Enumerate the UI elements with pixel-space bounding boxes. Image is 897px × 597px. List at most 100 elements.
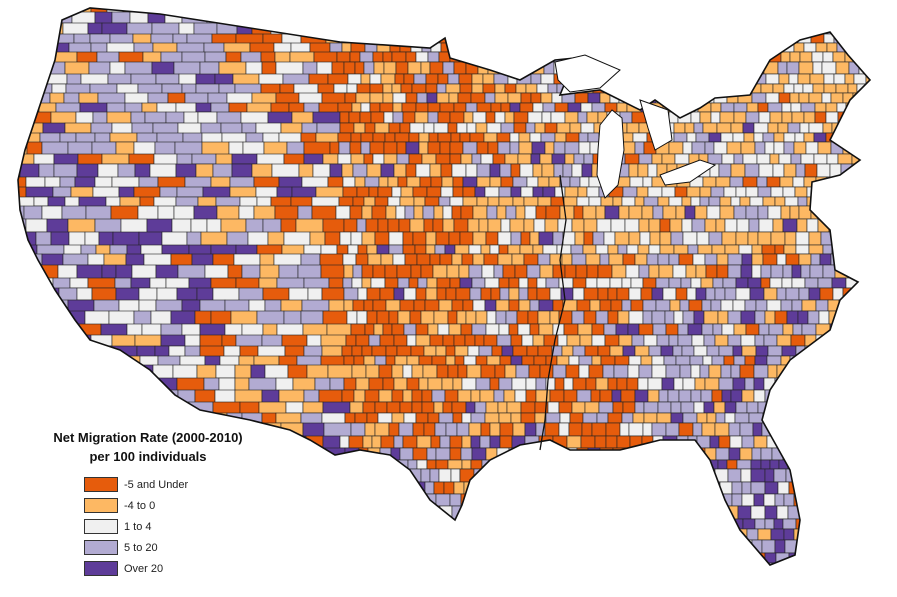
county-cell [493, 539, 507, 554]
county-cell [448, 231, 461, 246]
county-cell [798, 205, 812, 220]
county-cell [600, 355, 616, 366]
county-cell [218, 83, 236, 95]
county-cell [817, 141, 832, 155]
county-cell [392, 102, 403, 113]
county-cell [414, 244, 427, 255]
county-cell [347, 244, 359, 255]
county-cell [650, 552, 662, 564]
county-cell [415, 51, 429, 63]
county-cell [476, 196, 489, 207]
county-cell [410, 345, 425, 357]
county-cell [625, 562, 641, 565]
county-cell [39, 401, 68, 417]
county-cell [669, 42, 682, 53]
county-cell [880, 436, 890, 448]
county-cell [583, 231, 594, 246]
county-cell [668, 196, 683, 207]
county-cell [616, 435, 631, 449]
county-cell [600, 583, 610, 593]
county-cell [373, 573, 383, 583]
county-cell [724, 401, 737, 414]
county-cell [0, 232, 16, 246]
county-cell [369, 83, 384, 94]
county-cell [441, 377, 454, 391]
county-cell [18, 459, 28, 471]
county-cell [837, 389, 849, 403]
county-cell [815, 42, 828, 53]
county-cell [798, 468, 814, 483]
county-cell [209, 8, 227, 14]
county-cell [772, 218, 784, 233]
county-cell [434, 422, 447, 437]
county-cell [532, 102, 544, 113]
county-cell [642, 299, 657, 312]
county-cell [0, 423, 17, 439]
county-cell [429, 253, 441, 266]
county-cell [97, 92, 126, 105]
county-cell [616, 377, 628, 391]
county-cell [302, 8, 327, 13]
county-cell [875, 123, 885, 133]
county-cell [694, 73, 709, 85]
county-cell [472, 111, 487, 124]
county-cell [792, 176, 805, 188]
county-cell [487, 468, 503, 483]
county-cell [368, 377, 384, 391]
county-cell [815, 196, 830, 207]
county-cell [605, 83, 616, 94]
county-cell [582, 42, 597, 53]
county-cell [673, 122, 686, 134]
county-cell [472, 299, 486, 312]
county-cell [704, 253, 718, 266]
county-cell [857, 435, 870, 449]
county-cell [708, 132, 722, 143]
county-cell [701, 323, 714, 336]
county-cell [18, 518, 28, 537]
county-cell [519, 518, 533, 530]
county-cell [655, 11, 670, 24]
county-cell [569, 122, 582, 134]
county-cell [839, 310, 853, 325]
county-cell [403, 412, 417, 424]
county-cell [793, 528, 808, 541]
county-cell [592, 573, 602, 583]
county-cell [836, 435, 847, 449]
county-cell [278, 518, 302, 533]
county-cell [618, 334, 633, 347]
county-cell [91, 355, 107, 370]
county-cell [791, 277, 806, 289]
county-cell [879, 356, 888, 365]
county-cell [721, 33, 733, 44]
county-cell [723, 83, 738, 94]
county-cell [18, 218, 27, 235]
county-cell [881, 573, 890, 583]
county-cell [527, 111, 543, 124]
county-cell [337, 153, 352, 165]
county-cell [340, 8, 355, 13]
county-cell [414, 583, 427, 593]
county-cell [354, 412, 368, 424]
county-cell [842, 528, 854, 541]
county-cell [112, 412, 132, 426]
county-cell [447, 310, 458, 325]
county-cell [425, 287, 438, 301]
county-cell [572, 377, 587, 391]
county-cell [565, 132, 580, 143]
county-cell [365, 364, 380, 379]
county-cell [426, 186, 442, 198]
county-cell [599, 253, 610, 266]
county-cell [633, 505, 648, 520]
county-cell [456, 122, 468, 134]
county-cell [87, 22, 103, 35]
county-cell [402, 389, 413, 403]
county-cell [680, 42, 691, 53]
county-cell [700, 528, 711, 541]
county-cell [64, 583, 85, 597]
county-cell [37, 345, 54, 363]
county-cell [478, 218, 489, 233]
county-cell [350, 231, 363, 246]
county-cell [433, 205, 444, 220]
county-cell [474, 528, 488, 541]
county-cell [532, 186, 544, 198]
